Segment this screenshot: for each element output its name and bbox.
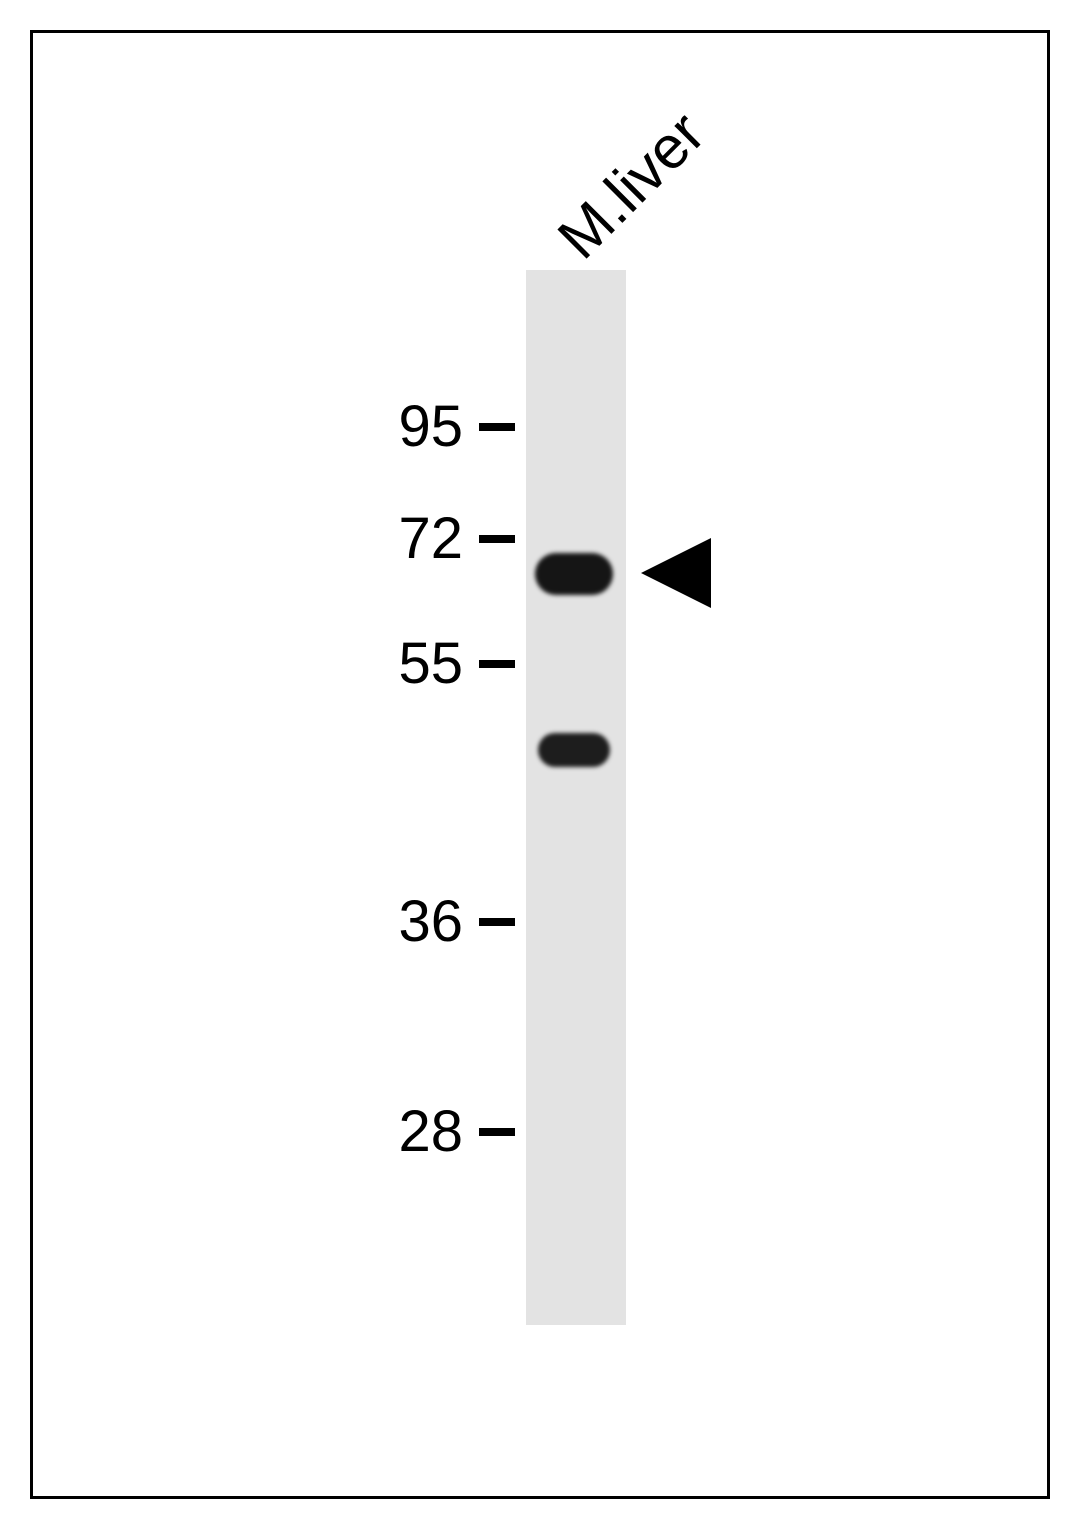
blot-area: M.liver 95 72 55 36 28	[33, 33, 1047, 1496]
target-arrow-icon	[641, 538, 711, 608]
marker-label-36: 36	[363, 888, 463, 955]
marker-tick-72	[479, 535, 515, 543]
marker-tick-28	[479, 1128, 515, 1136]
band-primary	[535, 553, 613, 595]
lane-label: M.liver	[544, 98, 718, 272]
marker-label-95: 95	[363, 393, 463, 460]
band-secondary	[538, 733, 610, 767]
marker-tick-95	[479, 423, 515, 431]
marker-label-28: 28	[363, 1098, 463, 1165]
marker-label-72: 72	[363, 505, 463, 572]
figure-frame: M.liver 95 72 55 36 28	[30, 30, 1050, 1499]
marker-tick-55	[479, 660, 515, 668]
blot-lane	[526, 270, 626, 1325]
marker-label-55: 55	[363, 630, 463, 697]
marker-tick-36	[479, 918, 515, 926]
